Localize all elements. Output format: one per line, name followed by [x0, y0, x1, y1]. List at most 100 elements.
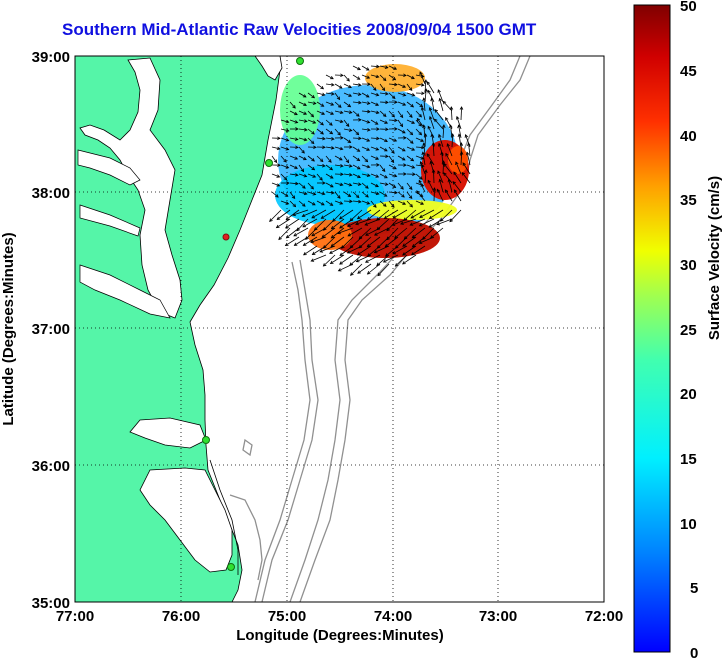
velocity-arrow-head [356, 215, 361, 220]
velocity-arrow-head [328, 159, 332, 163]
velocity-arrow [343, 119, 350, 127]
colorbar-tick: 45 [680, 63, 697, 80]
velocity-arrow [420, 161, 426, 175]
velocity-arrow [331, 227, 345, 239]
velocity-arrow [415, 173, 423, 180]
velocity-arrow-head [277, 163, 281, 167]
velocity-arrow-head [366, 271, 371, 275]
velocity-arrow [400, 218, 417, 225]
velocity-arrow [280, 155, 287, 163]
velocity-arrow-head [276, 174, 281, 178]
velocity-arrow [307, 191, 316, 195]
velocity-arrow-head [373, 232, 378, 236]
velocity-arrow-head [313, 145, 317, 150]
velocity-arrow-head [453, 189, 458, 193]
velocity-arrow-head [459, 151, 464, 155]
velocity-arrow [379, 182, 388, 185]
velocity-arrow [379, 110, 387, 117]
colorbar-tick: 30 [680, 257, 697, 274]
velocity-arrow-head [340, 136, 344, 140]
velocity-arrow-head [320, 215, 325, 219]
velocity-arrow [412, 227, 426, 239]
velocity-arrow [406, 110, 413, 118]
velocity-arrow-head [294, 165, 298, 169]
velocity-arrow [347, 218, 363, 227]
velocity-arrow [388, 137, 397, 142]
velocity-arrow [430, 227, 444, 239]
velocity-arrow-head [448, 124, 453, 129]
velocity-arrow [397, 128, 406, 134]
velocity-arrow-head [339, 110, 344, 114]
x-tick-label: 72:00 [585, 608, 623, 625]
velocity-arrow-head [348, 84, 352, 89]
velocity-arrow-head [402, 84, 407, 88]
velocity-arrow [316, 137, 326, 140]
velocity-arrow-head [393, 138, 398, 142]
velocity-arrow-head [410, 215, 415, 219]
velocity-arrow [449, 209, 462, 222]
velocity-arrow-head [311, 94, 316, 99]
velocity-arrow [298, 137, 307, 141]
velocity-arrow-head [311, 232, 315, 237]
york-james-river [79, 264, 171, 319]
velocity-arrow-head [384, 91, 389, 96]
velocity-arrow-head [319, 158, 324, 163]
velocity-arrow [361, 119, 370, 123]
rappahannock-river [79, 204, 141, 237]
velocity-arrow-head [349, 272, 354, 276]
velocity-arrow [303, 236, 318, 246]
velocity-arrow-head [302, 242, 307, 246]
velocity-arrow [452, 181, 462, 193]
velocity-arrow [280, 119, 289, 123]
velocity-arrow [361, 110, 371, 113]
velocity-arrow [439, 179, 444, 193]
velocity-arrow-head [445, 152, 449, 157]
velocity-arrow [361, 74, 370, 79]
velocity-arrow-head [330, 82, 335, 87]
velocity-arrow [289, 200, 296, 207]
velocity-arrow-head [464, 134, 469, 138]
velocity-arrow [365, 227, 381, 236]
velocity-arrow-head [284, 242, 289, 247]
velocity-arrow [410, 209, 426, 219]
velocity-arrow-head [384, 138, 388, 142]
velocity-arrow-head [356, 76, 361, 80]
velocity-arrow-head [441, 160, 446, 164]
velocity-arrow-head [348, 93, 353, 97]
velocity-arrow [429, 116, 435, 130]
velocity-arrow [404, 227, 417, 240]
velocity-arrow-head [376, 127, 380, 131]
velocity-arrow-head [457, 124, 461, 129]
velocity-arrow-head [411, 147, 416, 151]
velocity-arrow-head [366, 120, 371, 124]
velocity-arrow-head [292, 203, 297, 208]
velocity-arrow [289, 182, 299, 185]
velocity-arrow [406, 182, 413, 190]
velocity-arrow-head [365, 194, 369, 198]
velocity-arrow [421, 107, 426, 121]
velocity-arrow [395, 254, 408, 267]
velocity-arrow [439, 98, 444, 112]
velocity-arrow-head [438, 178, 442, 183]
velocity-arrow [448, 179, 453, 193]
velocity-arrow-head [427, 89, 431, 94]
velocity-arrow [302, 218, 318, 228]
velocity-arrow-head [339, 216, 343, 220]
velocity-arrow-head [366, 75, 371, 79]
velocity-arrow-head [430, 97, 434, 102]
velocity-arrow [330, 236, 345, 247]
velocity-arrow-head [373, 249, 378, 254]
velocity-arrow [325, 137, 334, 140]
velocity-arrow-head [357, 174, 361, 179]
velocity-arrow [397, 191, 405, 198]
x-tick-label: 77:00 [56, 608, 94, 625]
velocity-arrow [325, 119, 333, 126]
velocity-arrow [397, 92, 406, 96]
velocity-arrow-head [393, 165, 397, 170]
velocity-arrow-head [339, 163, 344, 168]
x-tick-label: 73:00 [479, 608, 517, 625]
velocity-arrow-head [403, 172, 407, 176]
velocity-arrow [397, 200, 406, 205]
velocity-arrow-head [356, 252, 361, 256]
velocity-arrow-head [424, 88, 428, 92]
